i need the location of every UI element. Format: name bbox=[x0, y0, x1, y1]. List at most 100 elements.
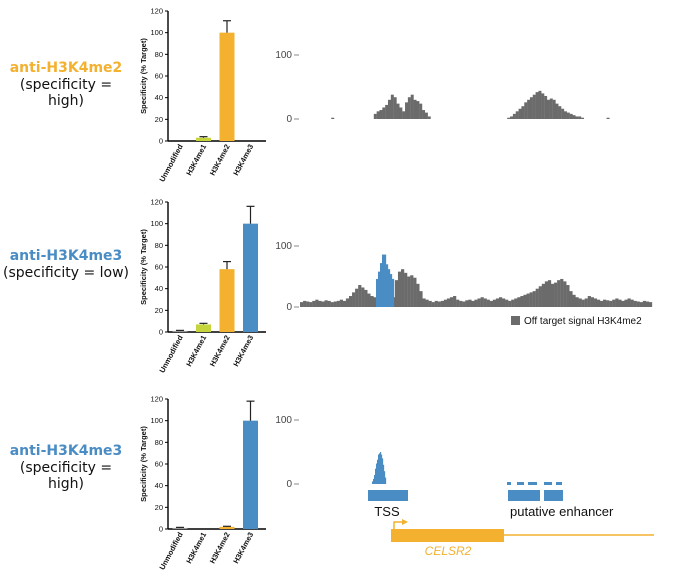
tss-arrow-icon bbox=[393, 521, 404, 531]
specificity-bar-chart-3: 0 20 40 60 80 100 120 Specificity (% Target) Unm… bbox=[139, 395, 266, 571]
y-tick-label: 40 bbox=[155, 481, 163, 490]
signal-bin bbox=[541, 283, 546, 307]
signal-bin bbox=[561, 108, 565, 119]
signal-bin bbox=[474, 299, 478, 307]
signal-bin bbox=[560, 278, 564, 307]
y-tick-label: 20 bbox=[155, 503, 163, 512]
signal-bin bbox=[615, 298, 619, 307]
signal-bin bbox=[373, 297, 377, 307]
x-tick-label: H3K4me1 bbox=[184, 531, 208, 565]
signal-bin bbox=[557, 280, 561, 307]
signal-bin bbox=[382, 107, 386, 119]
signal-bin bbox=[606, 117, 610, 119]
signal-bin bbox=[321, 301, 325, 307]
signal-track-1: 0 100 bbox=[275, 50, 610, 125]
signal-bin bbox=[397, 271, 402, 307]
signal-bin bbox=[518, 108, 522, 119]
signal-bin bbox=[515, 111, 519, 119]
signal-bin bbox=[364, 289, 368, 307]
y-tick-label: 0 bbox=[286, 302, 292, 313]
y-tick-label: 20 bbox=[155, 306, 163, 315]
signal-bin bbox=[367, 293, 371, 307]
y-axis-label: Specificity (% Target) bbox=[139, 426, 148, 502]
signal-bin bbox=[382, 254, 385, 307]
signal-bin bbox=[552, 99, 556, 119]
signal-bin bbox=[399, 107, 403, 119]
signal-bin bbox=[422, 298, 426, 307]
signal-bin bbox=[462, 301, 466, 307]
signal-bin bbox=[526, 293, 530, 307]
signal-bin bbox=[480, 297, 484, 307]
signal-bin bbox=[440, 300, 445, 307]
x-tick-label: H3K4me3 bbox=[231, 334, 255, 368]
signal-bin bbox=[390, 274, 393, 307]
bar-h3k4me2 bbox=[219, 32, 235, 141]
y-tick-label: 0 bbox=[159, 328, 163, 337]
signal-bin bbox=[383, 464, 385, 484]
signal-bin bbox=[456, 299, 460, 307]
bar-h3k4me3 bbox=[243, 223, 258, 332]
signal-bin bbox=[361, 287, 365, 307]
signal-bin bbox=[563, 281, 567, 307]
y-tick-label: 40 bbox=[155, 284, 163, 293]
y-tick-label: 40 bbox=[155, 93, 163, 102]
signal-bin bbox=[550, 283, 555, 307]
enhancer-label: putative enhancer bbox=[510, 504, 614, 519]
signal-bin bbox=[327, 300, 331, 307]
signal-bin bbox=[529, 97, 533, 119]
signal-bin bbox=[510, 116, 514, 119]
signal-bin bbox=[402, 111, 406, 119]
x-tick-label: H3K4me1 bbox=[184, 143, 208, 177]
signal-bin bbox=[538, 90, 542, 119]
signal-bin bbox=[544, 281, 549, 307]
antibody-specificity-1: (specificity = high) bbox=[19, 77, 113, 109]
signal-bin bbox=[339, 299, 343, 307]
signal-bin bbox=[555, 103, 559, 119]
signal-bin bbox=[401, 269, 405, 307]
bar-unmodified bbox=[172, 330, 188, 332]
signal-bin bbox=[492, 299, 497, 307]
bar-unmodified bbox=[172, 527, 188, 529]
signal-bin bbox=[300, 302, 304, 307]
y-tick-label: 0 bbox=[159, 525, 163, 534]
specificity-bar-chart-2: 0 20 40 60 80 100 120 Specificity (% Target) Unm… bbox=[139, 198, 266, 374]
signal-bin bbox=[392, 278, 395, 307]
signal-bin bbox=[517, 297, 521, 307]
signal-bin bbox=[424, 112, 428, 119]
signal-bin bbox=[521, 106, 525, 119]
signal-bin bbox=[419, 103, 423, 119]
signal-bin bbox=[495, 298, 500, 307]
signal-bin bbox=[471, 300, 475, 307]
signal-bin bbox=[416, 283, 420, 307]
signal-bin bbox=[390, 94, 394, 119]
bar-h3k4me1 bbox=[196, 137, 211, 141]
signal-bin bbox=[331, 117, 335, 119]
specificity-bar-chart-1: 0 20 40 60 80 100 120 Specificity (% Target) Unm… bbox=[139, 7, 266, 183]
signal-bin bbox=[378, 454, 380, 484]
signal-bin bbox=[578, 116, 582, 119]
tss-region bbox=[368, 490, 408, 501]
signal-bin bbox=[593, 298, 598, 307]
signal-bin bbox=[612, 299, 616, 307]
signal-bin bbox=[564, 111, 567, 119]
signal-bin bbox=[437, 301, 441, 307]
signal-bin bbox=[502, 298, 506, 307]
signal-bin bbox=[422, 110, 426, 119]
signal-bin bbox=[538, 286, 542, 307]
signal-bin bbox=[581, 299, 585, 307]
signal-bin bbox=[477, 298, 481, 307]
signal-bin bbox=[575, 116, 579, 119]
signal-bin bbox=[606, 300, 610, 307]
y-tick-label: 0 bbox=[159, 137, 163, 146]
signal-bin bbox=[587, 296, 591, 307]
signal-bin bbox=[639, 302, 643, 307]
bar-h3k4me3 bbox=[243, 420, 258, 529]
signal-bin bbox=[486, 299, 490, 307]
signal-bin bbox=[431, 302, 435, 307]
signal-bin bbox=[333, 301, 337, 307]
signal-bin bbox=[544, 95, 548, 119]
signal-bin bbox=[318, 300, 322, 307]
y-tick-label: 80 bbox=[155, 50, 163, 59]
signal-bin bbox=[376, 111, 380, 119]
signal-bin bbox=[370, 296, 374, 307]
